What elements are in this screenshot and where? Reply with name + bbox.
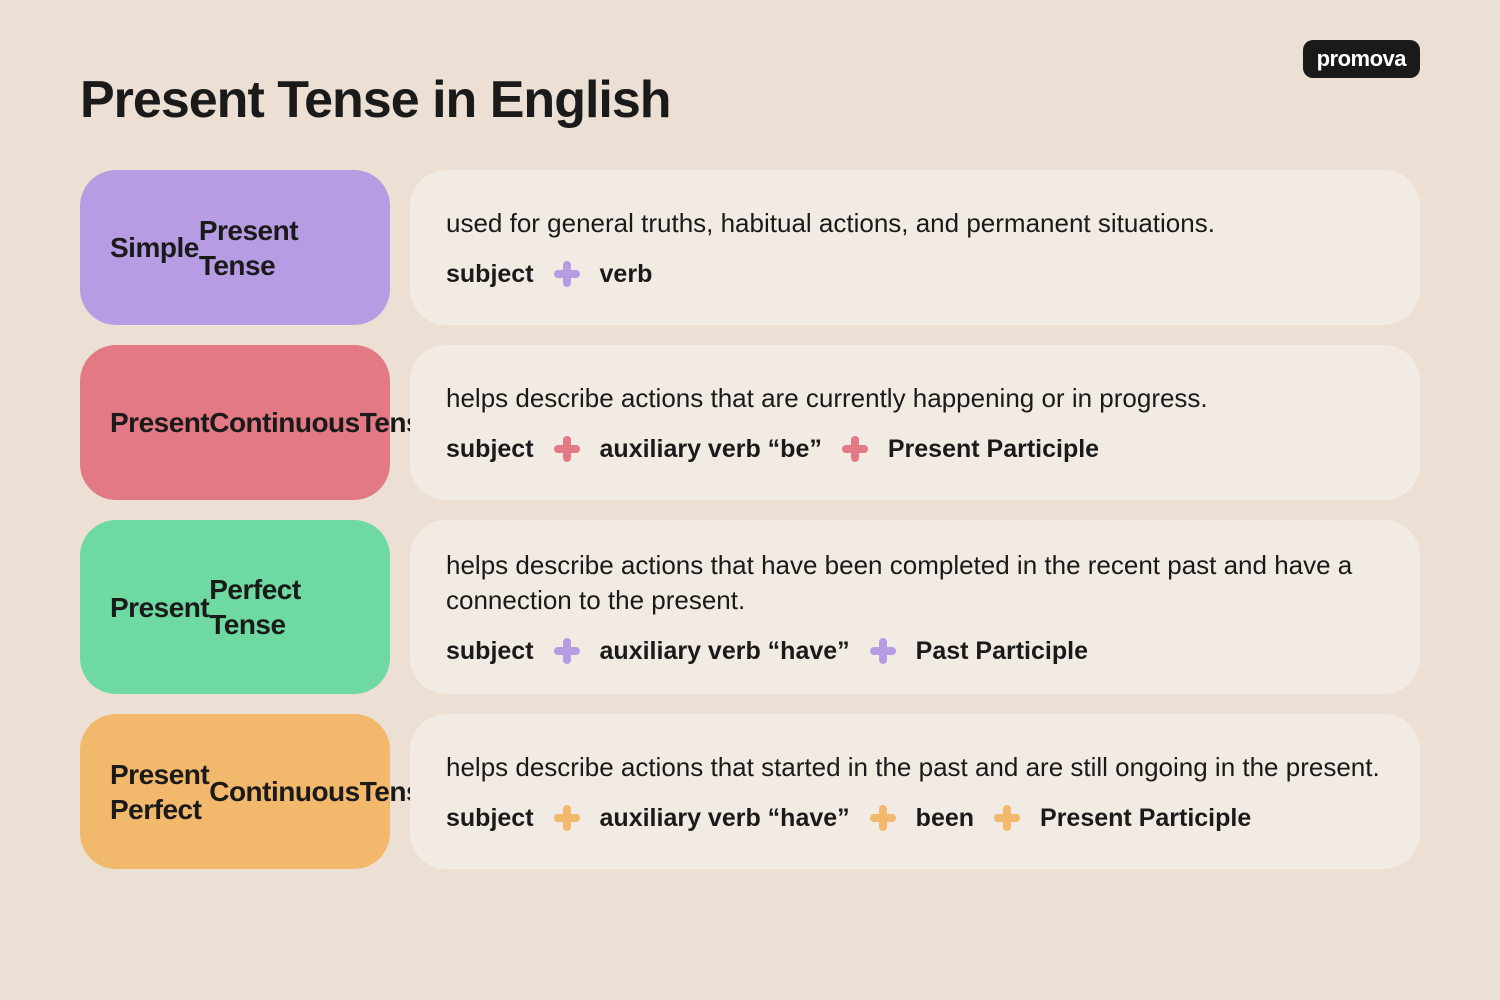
plus-icon xyxy=(552,259,582,289)
formula-part: Past Participle xyxy=(916,637,1088,666)
description-text: helps describe actions that have been co… xyxy=(446,548,1384,618)
formula-part: verb xyxy=(600,260,653,289)
tense-description: helps describe actions that are currentl… xyxy=(410,345,1420,500)
tense-description: helps describe actions that started in t… xyxy=(410,714,1420,869)
tense-row: SimplePresent Tense used for general trut… xyxy=(80,170,1420,325)
brand-logo: promova xyxy=(1303,40,1420,78)
formula-part: been xyxy=(916,804,974,833)
formula-part: subject xyxy=(446,435,534,464)
formula-part: auxiliary verb “have” xyxy=(600,804,850,833)
plus-icon xyxy=(868,636,898,666)
formula-part: Present Participle xyxy=(1040,804,1251,833)
tense-row: Present PerfectContinuousTense helps desc… xyxy=(80,714,1420,869)
tense-row: PresentPerfect Tense helps describe actio… xyxy=(80,520,1420,694)
tense-description: used for general truths, habitual action… xyxy=(410,170,1420,325)
formula-part: subject xyxy=(446,637,534,666)
description-text: used for general truths, habitual action… xyxy=(446,206,1384,241)
plus-icon xyxy=(992,803,1022,833)
plus-icon xyxy=(868,803,898,833)
plus-icon xyxy=(552,434,582,464)
formula: subject verb xyxy=(446,259,1384,289)
formula-part: auxiliary verb “have” xyxy=(600,637,850,666)
tense-label: PresentContinuousTense xyxy=(80,345,390,500)
formula-part: auxiliary verb “be” xyxy=(600,435,822,464)
plus-icon xyxy=(552,803,582,833)
tense-label: PresentPerfect Tense xyxy=(80,520,390,694)
formula: subject auxiliary verb “have” Past Partici… xyxy=(446,636,1384,666)
formula: subject auxiliary verb “be” Present Partic… xyxy=(446,434,1384,464)
description-text: helps describe actions that are currentl… xyxy=(446,381,1384,416)
tense-rows: SimplePresent Tense used for general trut… xyxy=(80,170,1420,869)
formula-part: subject xyxy=(446,260,534,289)
tense-row: PresentContinuousTense helps describe act… xyxy=(80,345,1420,500)
plus-icon xyxy=(552,636,582,666)
tense-label: SimplePresent Tense xyxy=(80,170,390,325)
formula-part: Present Participle xyxy=(888,435,1099,464)
tense-label: Present PerfectContinuousTense xyxy=(80,714,390,869)
formula: subject auxiliary verb “have” been Present … xyxy=(446,803,1384,833)
plus-icon xyxy=(840,434,870,464)
description-text: helps describe actions that started in t… xyxy=(446,750,1384,785)
formula-part: subject xyxy=(446,804,534,833)
tense-description: helps describe actions that have been co… xyxy=(410,520,1420,694)
page-title: Present Tense in English xyxy=(80,70,1420,130)
